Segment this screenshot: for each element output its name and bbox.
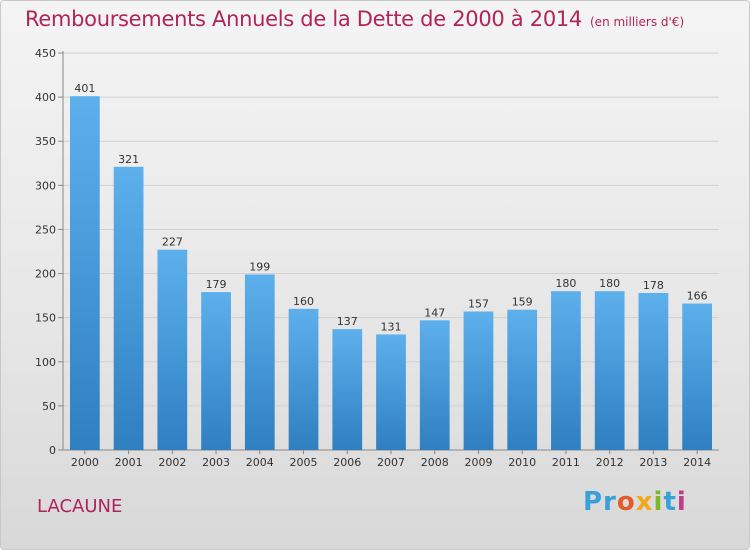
- bar: [419, 320, 450, 450]
- x-tick-label: 2001: [115, 456, 143, 469]
- bar: [244, 274, 275, 450]
- y-tick-label: 400: [35, 91, 56, 104]
- data-labels: 401 321 227 179 199 160 137 131 147 157 159 180 180 1…: [74, 82, 707, 333]
- logo-letter: x: [635, 487, 654, 517]
- bar: [332, 329, 363, 450]
- logo-letter: i: [653, 487, 664, 517]
- x-tick-label: 2008: [421, 456, 449, 469]
- data-label: 180: [599, 277, 620, 290]
- logo-letter: i: [676, 487, 687, 517]
- y-tick-label: 350: [35, 135, 56, 148]
- y-tick-label: 50: [42, 400, 56, 413]
- x-tick-label: 2007: [377, 456, 405, 469]
- bar: [288, 308, 319, 450]
- x-tick-label: 2010: [508, 456, 536, 469]
- y-tick-label: 100: [35, 356, 56, 369]
- bar: [69, 96, 100, 451]
- bars: [69, 96, 713, 451]
- x-tick-label: 2002: [158, 456, 186, 469]
- place-name: LACAUNE: [37, 496, 123, 517]
- x-tick-label: 2003: [202, 456, 230, 469]
- bar: [157, 249, 188, 450]
- data-label: 166: [687, 290, 708, 303]
- data-label: 179: [206, 278, 227, 291]
- x-tick-label: 2005: [290, 456, 318, 469]
- logo-letter: Pr: [583, 487, 617, 517]
- data-label: 131: [381, 320, 402, 333]
- x-tick-label: 2004: [246, 456, 274, 469]
- bar: [594, 291, 625, 450]
- data-label: 160: [293, 295, 314, 308]
- x-tick-label: 2013: [639, 456, 667, 469]
- x-tick-label: 2009: [464, 456, 492, 469]
- x-tick-label: 2014: [683, 456, 711, 469]
- data-label: 147: [424, 306, 445, 319]
- y-tick-label: 150: [35, 312, 56, 325]
- chart-subtitle: (en milliers d'€): [590, 15, 685, 29]
- data-label: 199: [249, 260, 270, 273]
- y-tick-label: 300: [35, 179, 56, 192]
- x-tick-label: 2011: [552, 456, 580, 469]
- data-label: 137: [337, 315, 358, 328]
- data-label: 159: [512, 296, 533, 309]
- y-tick-label: 0: [49, 444, 56, 457]
- y-tick-labels: 0 50 100 150 200 250 300 350 400 450: [35, 47, 56, 457]
- x-tick-labels: 2000 2001 2002 2003 2004 2005 2006 2007 2008 2009…: [71, 450, 711, 469]
- y-tick-label: 200: [35, 268, 56, 281]
- bar: [638, 292, 669, 450]
- data-label: 180: [555, 277, 576, 290]
- data-label: 401: [74, 82, 95, 95]
- y-tick-label: 450: [35, 47, 56, 60]
- bar: [113, 166, 144, 450]
- logo-letter: o: [616, 487, 636, 517]
- bar: [376, 334, 406, 450]
- x-tick-label: 2012: [596, 456, 624, 469]
- bar: [551, 291, 581, 450]
- x-tick-label: 2006: [333, 456, 361, 469]
- bar: [201, 292, 231, 450]
- x-tick-label: 2000: [71, 456, 99, 469]
- bar: [507, 309, 538, 450]
- chart-title: Remboursements Annuels de la Dette de 20…: [25, 7, 684, 31]
- data-label: 227: [162, 236, 183, 249]
- logo-letter: t: [663, 487, 677, 517]
- data-label: 157: [468, 297, 489, 310]
- data-label: 321: [118, 153, 139, 166]
- bar: [463, 311, 494, 450]
- bar: [682, 303, 713, 450]
- data-label: 178: [643, 279, 664, 292]
- chart-title-text: Remboursements Annuels de la Dette de 20…: [25, 7, 582, 31]
- proxiti-logo: Proxiti: [583, 487, 687, 517]
- y-tick-label: 250: [35, 223, 56, 236]
